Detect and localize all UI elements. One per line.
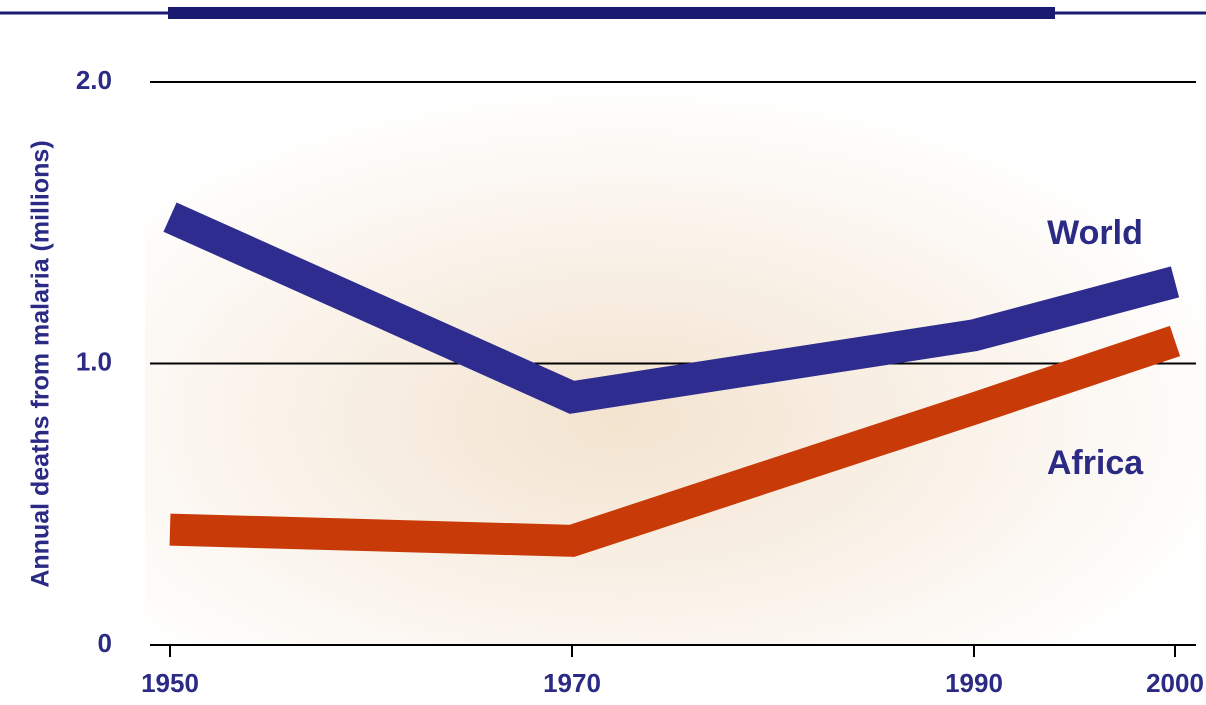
series-label: Africa: [1047, 444, 1144, 482]
x-tick-label: 2000: [1146, 668, 1204, 698]
series-label: World: [1047, 214, 1143, 252]
x-tick-label: 1990: [945, 668, 1003, 698]
y-axis-label: Annual deaths from malaria (millions): [27, 140, 55, 587]
x-tick-label: 1970: [543, 668, 601, 698]
x-tick-label: 1950: [141, 668, 199, 698]
y-tick-label: 0: [98, 628, 112, 658]
y-tick-label: 1.0: [76, 346, 112, 376]
chart: Annual deaths from malaria (millions) 01…: [0, 0, 1206, 705]
y-tick-label: 2.0: [76, 65, 112, 95]
